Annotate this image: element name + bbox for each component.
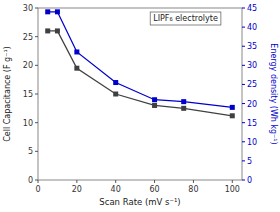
series-marker [55, 28, 60, 33]
x-tick-label: 80 [188, 185, 198, 194]
series-marker [74, 49, 79, 54]
x-axis-label: Scan Rate (mV s⁻¹) [99, 197, 180, 207]
y2-tick [242, 160, 245, 161]
series-marker [45, 28, 50, 33]
series-marker [230, 113, 235, 118]
y-tick [35, 36, 38, 37]
y-axis-label: Cell Capacitance (F g⁻¹) [3, 46, 12, 141]
x-tick [76, 180, 77, 183]
y-tick [35, 122, 38, 123]
y2-tick [242, 27, 245, 28]
y2-tick [242, 180, 245, 181]
y-tick-label: 30 [23, 4, 33, 13]
series-marker [230, 105, 235, 110]
x-tick-label: 60 [149, 185, 159, 194]
series-marker [74, 66, 79, 71]
x-tick [193, 180, 194, 183]
y2-tick [242, 103, 245, 104]
chart: 0 20 40 60 80 100 0 5 10 15 20 25 30 0 5 10 15 20 25 30 35 40… [0, 0, 280, 212]
y2-tick [242, 8, 245, 9]
series-marker [152, 103, 157, 108]
y-tick [35, 180, 38, 181]
y2-tick-label: 35 [247, 42, 257, 51]
series-line [48, 12, 233, 108]
y-tick [35, 65, 38, 66]
plot-frame [38, 8, 242, 180]
y-tick [35, 8, 38, 9]
series-marker [113, 92, 118, 97]
y2-tick [242, 46, 245, 47]
y-tick-label: 0 [28, 176, 33, 185]
x-tick-label: 20 [72, 185, 82, 194]
x-tick [232, 180, 233, 183]
y-tick-label: 20 [23, 61, 33, 70]
y-tick-label: 10 [23, 119, 33, 128]
y2-tick-label: 5 [247, 157, 252, 166]
y2-tick-label: 20 [247, 100, 257, 109]
y2-tick-label: 30 [247, 61, 257, 70]
series-line [48, 31, 233, 116]
y-tick-label: 15 [23, 90, 33, 99]
y-tick [35, 151, 38, 152]
y2-tick-label: 40 [247, 23, 257, 32]
annotation-box [150, 12, 221, 25]
y2-tick-label: 45 [247, 4, 257, 13]
x-tick [154, 180, 155, 183]
series-marker [152, 97, 157, 102]
y2-tick-label: 25 [247, 80, 257, 89]
x-tick [115, 180, 116, 183]
y-tick-label: 5 [28, 147, 33, 156]
series-marker [181, 106, 186, 111]
x-tick-label: 0 [35, 185, 40, 194]
y2-tick-label: 10 [247, 138, 257, 147]
series-marker [55, 9, 60, 14]
y2-tick [242, 122, 245, 123]
x-tick-label: 100 [225, 185, 240, 194]
y2-tick [242, 84, 245, 85]
y-tick [35, 94, 38, 95]
series-marker [181, 99, 186, 104]
series-marker [45, 9, 50, 14]
y2-tick-label: 0 [247, 176, 252, 185]
y2-tick-label: 15 [247, 119, 257, 128]
y-tick-label: 25 [23, 33, 33, 42]
data-layer [45, 9, 235, 118]
x-tick-label: 40 [111, 185, 121, 194]
y2-axis-label: Energy density (Wh kg⁻¹) [269, 43, 278, 144]
y2-tick [242, 65, 245, 66]
annotation: LIPF₆ electrolyte [153, 14, 218, 23]
y2-tick [242, 141, 245, 142]
series-marker [113, 80, 118, 85]
